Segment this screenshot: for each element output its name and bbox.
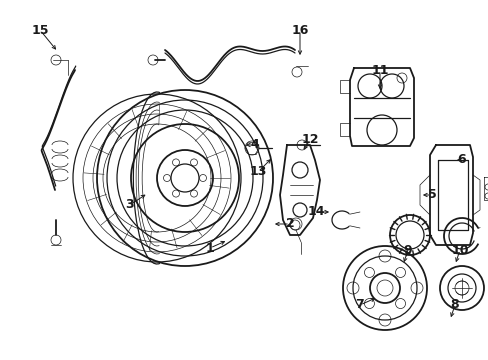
Text: 5: 5: [427, 189, 435, 202]
Text: 12: 12: [301, 134, 318, 147]
Text: 8: 8: [450, 298, 458, 311]
Text: 1: 1: [205, 242, 214, 255]
Text: 11: 11: [370, 63, 388, 77]
Text: 4: 4: [250, 139, 259, 152]
Text: 14: 14: [306, 206, 324, 219]
Text: 13: 13: [249, 166, 266, 179]
Text: 7: 7: [355, 298, 364, 311]
Text: 6: 6: [457, 153, 466, 166]
Text: 2: 2: [285, 217, 294, 230]
Text: 16: 16: [291, 23, 308, 36]
Text: 9: 9: [403, 243, 411, 256]
Text: 3: 3: [125, 198, 134, 211]
Text: 10: 10: [450, 243, 468, 256]
Text: 15: 15: [31, 23, 49, 36]
